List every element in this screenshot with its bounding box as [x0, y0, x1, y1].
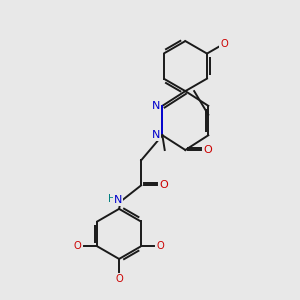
Text: O: O — [115, 274, 123, 284]
Text: N: N — [113, 195, 122, 205]
Text: O: O — [220, 39, 228, 49]
Text: O: O — [157, 242, 164, 251]
Text: O: O — [204, 145, 212, 155]
Text: O: O — [74, 242, 82, 251]
Text: O: O — [160, 180, 168, 190]
Text: N: N — [152, 101, 160, 111]
Text: H: H — [108, 194, 116, 204]
Text: N: N — [152, 130, 160, 140]
